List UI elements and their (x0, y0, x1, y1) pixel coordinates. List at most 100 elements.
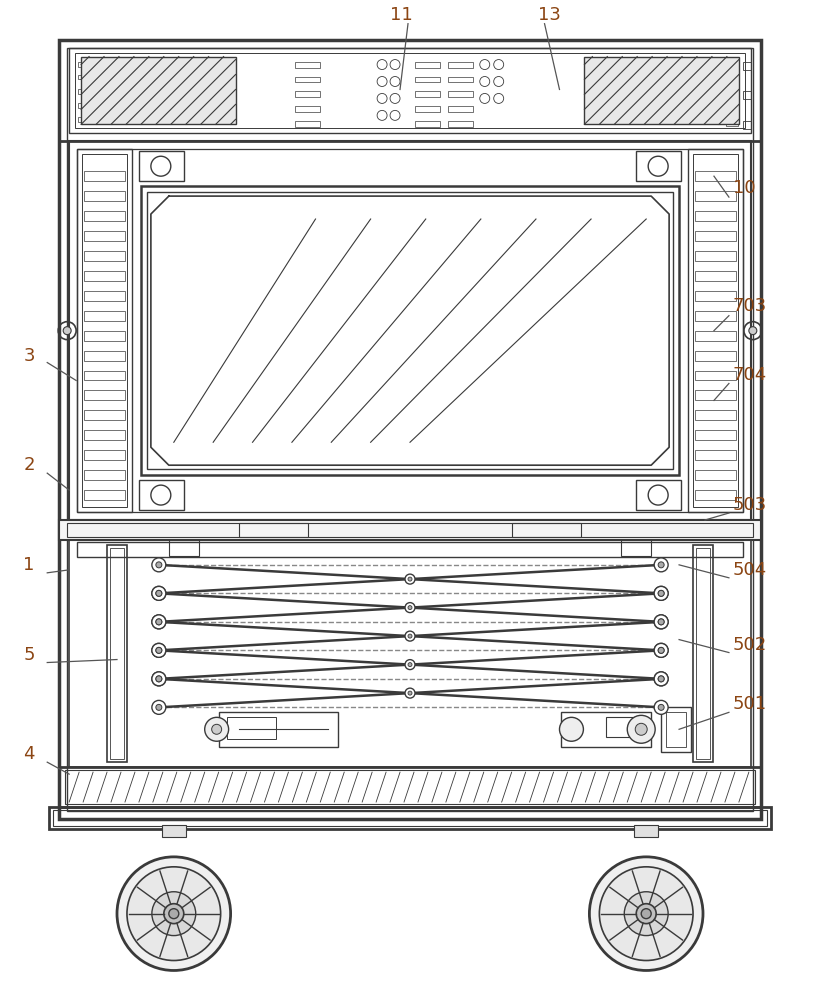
Bar (77, 149, 742, 512)
Bar (687, 149, 742, 512)
Circle shape (748, 327, 756, 335)
Circle shape (152, 558, 165, 572)
Bar (695, 490, 735, 500)
Circle shape (156, 590, 161, 596)
Bar (147, 192, 672, 469)
Bar (67, 48, 752, 811)
Bar (695, 430, 735, 440)
Circle shape (156, 619, 161, 625)
Circle shape (156, 562, 161, 568)
Circle shape (408, 606, 411, 610)
Circle shape (408, 691, 411, 695)
Text: 2: 2 (23, 456, 34, 474)
Bar (219, 712, 337, 747)
Bar (695, 371, 735, 380)
Bar (660, 707, 690, 752)
Bar (695, 291, 735, 301)
Bar (84, 211, 124, 221)
Bar (636, 151, 681, 181)
Bar (78, 103, 90, 108)
Circle shape (599, 867, 692, 961)
Circle shape (152, 700, 165, 714)
Circle shape (658, 619, 663, 625)
Text: 504: 504 (732, 561, 767, 579)
Bar (84, 470, 124, 480)
Circle shape (117, 857, 230, 970)
Circle shape (156, 676, 161, 682)
Circle shape (627, 715, 654, 743)
Bar (665, 712, 686, 747)
Circle shape (559, 717, 582, 741)
Bar (605, 717, 640, 737)
Circle shape (152, 672, 165, 686)
Circle shape (654, 615, 667, 629)
Circle shape (152, 615, 165, 629)
Circle shape (654, 672, 667, 686)
Bar (84, 390, 124, 400)
Text: 503: 503 (732, 496, 767, 514)
Circle shape (405, 631, 414, 641)
Circle shape (654, 643, 667, 657)
Bar (84, 311, 124, 321)
Circle shape (405, 574, 414, 584)
Text: 3: 3 (23, 347, 34, 365)
Bar (695, 331, 735, 341)
Circle shape (152, 643, 165, 657)
Bar (447, 77, 473, 82)
Bar (695, 351, 735, 361)
Circle shape (408, 663, 411, 667)
Bar (238, 523, 308, 537)
Bar (226, 717, 276, 739)
Bar (725, 106, 737, 111)
Bar (84, 450, 124, 460)
Bar (84, 231, 124, 241)
Bar (725, 62, 737, 67)
Bar (636, 480, 681, 510)
Circle shape (654, 586, 667, 600)
Bar (695, 231, 735, 241)
Circle shape (654, 586, 667, 600)
Circle shape (589, 857, 702, 970)
Circle shape (156, 676, 161, 682)
Text: 4: 4 (23, 745, 34, 763)
Bar (84, 191, 124, 201)
Circle shape (408, 634, 411, 638)
Circle shape (205, 717, 229, 741)
Circle shape (152, 615, 165, 629)
Bar (447, 91, 473, 97)
Circle shape (658, 619, 663, 625)
Bar (138, 480, 183, 510)
Text: 5: 5 (23, 646, 34, 664)
Bar (141, 186, 678, 475)
Bar (695, 171, 735, 181)
Bar (75, 53, 744, 128)
Bar (59, 40, 760, 819)
Text: 10: 10 (732, 179, 754, 197)
Bar (59, 520, 760, 540)
Bar (67, 523, 752, 537)
Bar (84, 371, 124, 380)
Circle shape (658, 704, 663, 710)
Circle shape (654, 643, 667, 657)
Circle shape (156, 647, 161, 653)
Bar (295, 91, 320, 97)
Bar (447, 121, 473, 127)
Bar (84, 410, 124, 420)
Circle shape (658, 676, 663, 682)
Bar (725, 77, 737, 81)
Bar (169, 540, 198, 556)
Bar (633, 825, 658, 837)
Circle shape (640, 909, 650, 919)
Circle shape (211, 724, 221, 734)
Circle shape (405, 603, 414, 613)
Bar (695, 251, 735, 261)
Text: 704: 704 (732, 366, 767, 384)
Bar (107, 545, 127, 762)
Bar (295, 121, 320, 127)
Bar (78, 62, 90, 67)
Bar (584, 57, 738, 124)
Bar (84, 490, 124, 500)
Bar (414, 106, 439, 112)
Bar (621, 540, 650, 556)
Circle shape (156, 590, 161, 596)
